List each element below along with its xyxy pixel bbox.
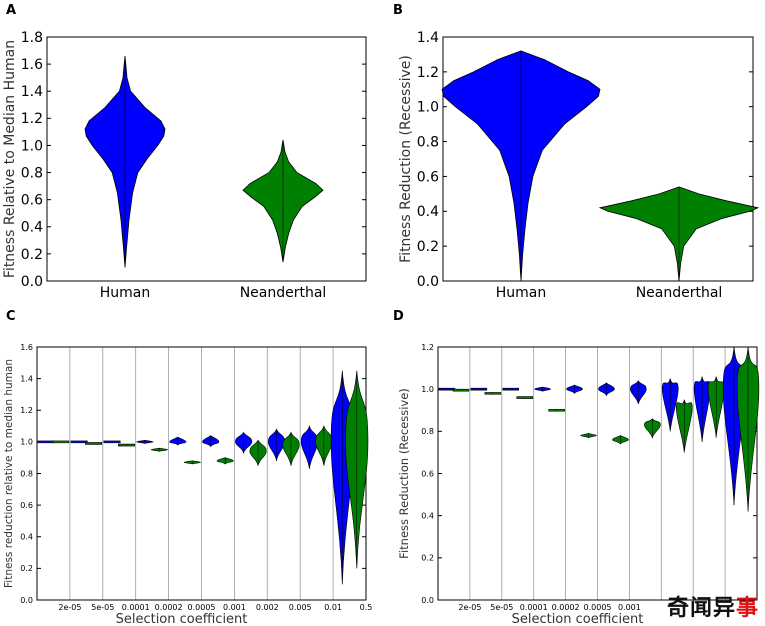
y-tick-label: 0.4: [21, 220, 43, 236]
y-tick-label: 0.0: [421, 596, 434, 605]
plot-frame: [442, 36, 754, 282]
x-tick-label: 0.5: [360, 603, 373, 612]
x-axis-label: Selection coefficient: [116, 612, 248, 626]
y-tick-label: 1.8: [21, 30, 43, 46]
y-tick-label: 1.2: [20, 406, 33, 415]
panel-letter: A: [6, 3, 16, 18]
x-tick-label: 0.005: [289, 603, 312, 612]
x-tick-label: 0.0005: [584, 603, 612, 612]
x-tick-label: 2e-05: [58, 603, 81, 612]
x-category-label: Neanderthal: [636, 285, 723, 301]
y-tick-label: 0.6: [417, 169, 439, 185]
x-category-label: Human: [496, 285, 547, 301]
x-tick-label: 5e-05: [91, 603, 114, 612]
y-tick-label: 0.0: [20, 596, 33, 605]
y-tick-label: 1.2: [421, 343, 434, 352]
y-tick-label: 0.2: [417, 239, 439, 255]
panel-letter: D: [393, 309, 404, 324]
y-tick-label: 1.4: [20, 374, 33, 383]
watermark-accent: 事: [735, 596, 759, 621]
x-tick-label: 0.001: [223, 603, 246, 612]
x-tick-label: 2e-05: [458, 603, 481, 612]
watermark: 奇闻异事: [667, 590, 759, 622]
y-tick-label: 0.0: [417, 274, 439, 290]
y-tick-label: 0.8: [21, 165, 43, 181]
panel-c: C 0.0 0.2 0.4 0.6 0.8 1.0 1.2 1.4 1.6 Fitness redu…: [3, 309, 372, 626]
y-tick-label: 0.8: [421, 427, 434, 436]
x-axis-label: Selection coefficient: [512, 612, 644, 626]
y-axis-label: Fitness Relative to Median Human: [2, 40, 18, 278]
y-tick-label: 1.4: [21, 84, 43, 100]
y-tick-label: 0.6: [421, 469, 434, 478]
x-tick-label: 0.0002: [552, 603, 580, 612]
y-tick-label: 1.0: [20, 438, 33, 447]
panel-letter: B: [393, 3, 403, 18]
y-tick-label: 0.8: [20, 469, 33, 478]
y-tick-label: 0.2: [20, 564, 33, 573]
watermark-text: 奇闻异: [666, 596, 736, 621]
y-tick-label: 1.4: [417, 30, 439, 46]
y-axis-label: Fitness reduction relative to median hum…: [3, 359, 15, 588]
y-tick-label: 0.0: [21, 274, 43, 290]
y-tick-label: 1.6: [21, 57, 43, 73]
y-tick-label: 0.8: [417, 134, 439, 150]
y-axis-label: Fitness Reduction (Recessive): [398, 55, 414, 263]
x-tick-label: 0.0001: [122, 603, 150, 612]
x-category-label: Neanderthal: [240, 285, 327, 301]
y-tick-label: 0.6: [20, 501, 33, 510]
y-axis-label: Fitness Reduction (Recessive): [397, 388, 411, 559]
y-tick-label: 1.0: [421, 385, 434, 394]
y-tick-label: 0.4: [421, 511, 434, 520]
x-tick-label: 5e-05: [490, 603, 513, 612]
x-category-label: Human: [100, 285, 151, 301]
x-tick-label: 0.0002: [155, 603, 183, 612]
y-tick-label: 1.0: [417, 100, 439, 116]
y-tick-label: 1.2: [417, 65, 439, 81]
panel-letter: C: [6, 309, 16, 324]
x-tick-label: 0.0005: [188, 603, 216, 612]
x-tick-label: 0.002: [256, 603, 279, 612]
y-tick-label: 0.2: [21, 247, 43, 263]
y-tick-label: 0.4: [417, 204, 439, 220]
plot-frame: [46, 36, 367, 282]
x-tick-label: 0.001: [618, 603, 641, 612]
x-tick-label: 0.01: [324, 603, 342, 612]
x-tick-label: 0.0001: [520, 603, 548, 612]
y-tick-label: 0.2: [421, 554, 434, 563]
panel-d: D 0.0 0.2 0.4 0.6 0.8 1.0 1.2 Fitness Reduction …: [393, 309, 760, 626]
y-tick-label: 1.2: [21, 111, 43, 127]
y-tick-label: 0.6: [21, 193, 43, 209]
y-tick-label: 1.6: [20, 343, 33, 352]
y-tick-label: 1.0: [21, 138, 43, 154]
y-tick-label: 0.4: [20, 533, 33, 542]
